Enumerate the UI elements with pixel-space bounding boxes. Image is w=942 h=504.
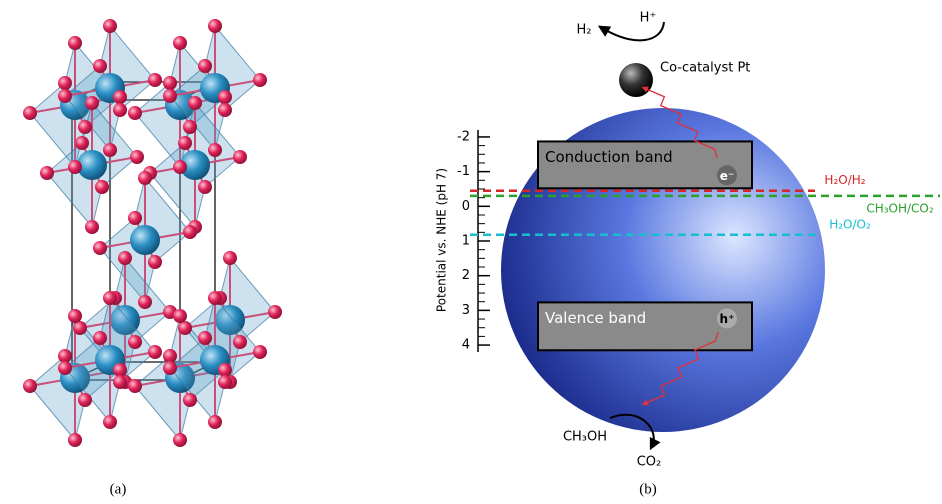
oxygen-atom: [113, 90, 127, 104]
oxygen-atom: [188, 96, 202, 110]
oxygen-atom: [58, 89, 72, 103]
oxygen-atom: [128, 211, 142, 225]
oxygen-atom: [93, 241, 107, 255]
catalyst-label: Co-catalyst Pt: [660, 61, 750, 76]
tick-label: -1: [457, 164, 470, 179]
oxygen-atom: [23, 106, 37, 120]
oxygen-atom: [198, 180, 212, 194]
oxygen-atom: [208, 143, 222, 157]
oxygen-atom: [103, 291, 117, 305]
band-label: Conduction band: [545, 148, 673, 166]
oxygen-atom: [68, 309, 82, 323]
oxygen-atom: [40, 166, 54, 180]
oxygen-atom: [253, 345, 267, 359]
oxygen-atom: [58, 361, 72, 375]
oxygen-atom: [183, 393, 197, 407]
oxygen-atom: [183, 120, 197, 134]
oxygen-atom: [183, 225, 197, 239]
oxygen-atom: [163, 76, 177, 90]
oxygen-atom: [103, 415, 117, 429]
oxygen-atom: [130, 150, 144, 164]
metal-atom: [130, 225, 160, 255]
oxygen-atom: [85, 96, 99, 110]
axis-label: Potential vs. NHE (pH 7): [435, 168, 449, 312]
oxygen-atom: [68, 433, 82, 447]
oxygen-atom: [198, 331, 212, 345]
tick-label: 1: [462, 234, 470, 249]
oxygen-atom: [198, 59, 212, 73]
oxygen-atom: [128, 106, 142, 120]
oxygen-atom: [253, 73, 267, 87]
reactant-label: H⁺: [640, 11, 657, 26]
oxygen-atom: [78, 120, 92, 134]
carrier-label: e⁻: [720, 169, 734, 183]
panel-label: (a): [110, 481, 127, 497]
oxygen-atom: [68, 160, 82, 174]
oxygen-atom: [218, 103, 232, 117]
redox-label: H₂O/H₂: [824, 173, 865, 187]
tick-label: -2: [457, 129, 470, 144]
oxygen-atom: [163, 349, 177, 363]
reactant-label: CH₃OH: [563, 430, 607, 445]
oxygen-atom: [138, 295, 152, 309]
tick-label: 0: [462, 199, 470, 214]
product-label: H₂: [577, 23, 592, 38]
figure: (a) (b) -2 -1 0 1 2 3 4 Conduction band e⁻ Valenc…: [0, 0, 942, 504]
oxygen-atom: [208, 415, 222, 429]
crystal-structure: [23, 19, 282, 447]
oxygen-atom: [173, 309, 187, 323]
oxygen-atom: [73, 321, 87, 335]
oxygen-atom: [103, 19, 117, 33]
redox-label: CH₃OH/CO₂: [866, 201, 934, 215]
oxygen-atom: [173, 433, 187, 447]
oxygen-atom: [93, 59, 107, 73]
oxygen-atom: [68, 36, 82, 50]
oxygen-atom: [233, 335, 247, 349]
tick-label: 4: [462, 338, 470, 353]
product-label: CO₂: [637, 455, 662, 470]
oxygen-atom: [58, 76, 72, 90]
oxygen-atom: [173, 160, 187, 174]
oxygen-atom: [58, 349, 72, 363]
oxygen-atom: [233, 150, 247, 164]
oxygen-atom: [113, 103, 127, 117]
oxygen-atom: [113, 375, 127, 389]
oxygen-atom: [23, 379, 37, 393]
oxygen-atom: [113, 363, 127, 377]
oxygen-atom: [148, 345, 162, 359]
oxygen-atom: [95, 180, 109, 194]
oxygen-atom: [103, 143, 117, 157]
oxygen-atom: [208, 291, 222, 305]
oxygen-atom: [218, 363, 232, 377]
oxygen-atom: [148, 73, 162, 87]
oxygen-atom: [75, 136, 89, 150]
oxygen-atom: [208, 19, 222, 33]
oxygen-atom: [85, 220, 99, 234]
pt-cocatalyst: [619, 63, 653, 97]
oxygen-atom: [178, 136, 192, 150]
tick-label: 2: [462, 268, 470, 283]
oxygen-atom: [118, 251, 132, 265]
oxygen-atom: [93, 331, 107, 345]
oxygen-atom: [128, 335, 142, 349]
oxygen-atom: [163, 361, 177, 375]
oxygen-atom: [268, 305, 282, 319]
panel-label: (b): [639, 481, 657, 497]
oxygen-atom: [218, 375, 232, 389]
oxygen-atom: [148, 255, 162, 269]
oxygen-atom: [173, 36, 187, 50]
oxygen-atom: [138, 171, 152, 185]
redox-label: H₂O/O₂: [829, 217, 871, 231]
oxygen-atom: [223, 251, 237, 265]
oxygen-atom: [178, 321, 192, 335]
carrier-label: h⁺: [720, 312, 735, 326]
oxygen-atom: [163, 89, 177, 103]
band-label: Valence band: [545, 309, 646, 327]
oxygen-atom: [218, 90, 232, 104]
oxygen-atom: [78, 393, 92, 407]
tick-label: 3: [462, 303, 470, 318]
oxygen-atom: [128, 379, 142, 393]
